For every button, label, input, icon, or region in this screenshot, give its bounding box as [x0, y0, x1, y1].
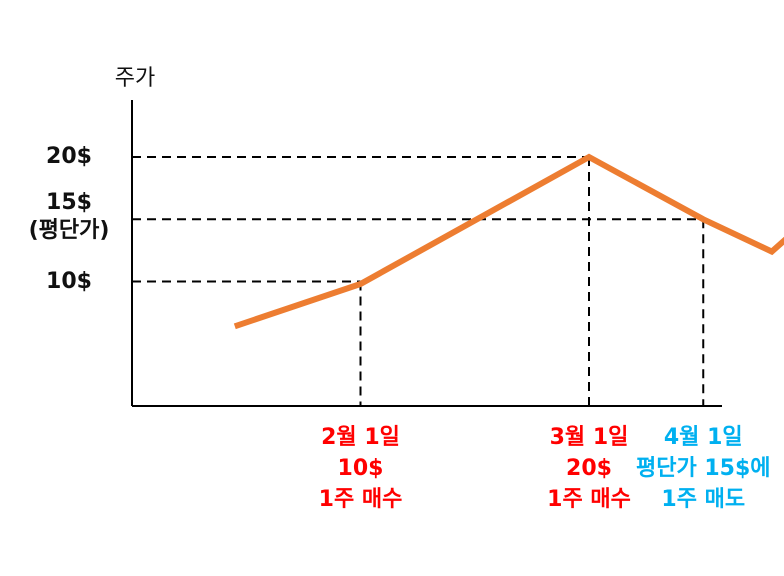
y-tick-value: 15$	[46, 190, 92, 216]
annotation-line: 1주 매도	[661, 487, 746, 512]
y-tick-label-20: 20$	[46, 144, 92, 169]
price-line	[233, 153, 784, 330]
annotation-line: 2월 1일	[321, 425, 400, 450]
y-tick-sublabel: (평단가)	[28, 218, 110, 244]
annotation-line: 1주 매수	[318, 487, 403, 512]
y-axis-label: 주가	[114, 66, 156, 91]
y-tick-label-15: 15$ (평단가)	[14, 189, 124, 245]
annotation-line: 1주 매수	[547, 487, 631, 512]
guide-lines	[132, 156, 705, 406]
annotation-2: 3월 1일 20$ 1주 매수	[489, 422, 689, 515]
y-tick-label-10: 10$	[46, 268, 92, 294]
annotation-line: 20$	[566, 456, 612, 481]
annotation-line: 10$	[337, 456, 384, 481]
annotation-line: 평단가 15$에	[635, 456, 771, 481]
annotation-1: 2월 1일 10$ 1주 매수	[261, 422, 461, 515]
annotation-line: 3월 1일	[549, 425, 629, 450]
annotation-line: 4월 1일	[663, 425, 743, 450]
